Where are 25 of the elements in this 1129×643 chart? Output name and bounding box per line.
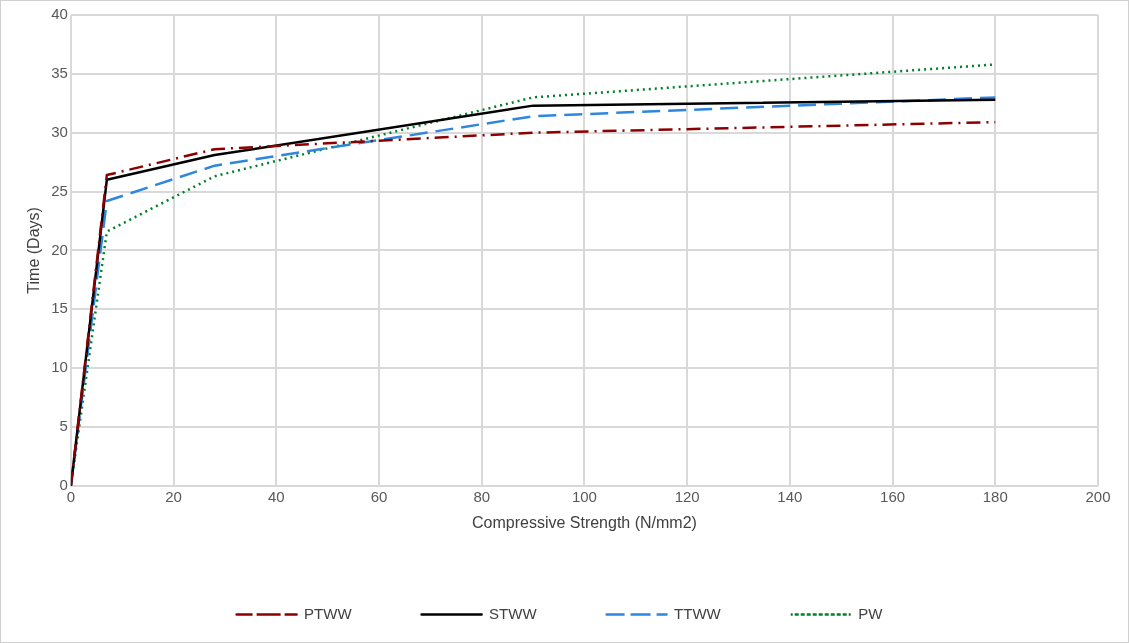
y-tick-label: 20	[51, 240, 68, 258]
x-tick-label: 200	[1085, 487, 1111, 505]
x-tick-label: 100	[571, 487, 597, 505]
y-axis-title: Time (Days)	[25, 207, 43, 294]
x-tick-label: 60	[370, 487, 388, 505]
y-tick-label: 10	[51, 358, 68, 376]
x-tick-label: 120	[674, 487, 700, 505]
legend-label: STWW	[489, 604, 538, 622]
legend-label: TTWW	[674, 604, 722, 622]
x-tick-label: 40	[267, 487, 285, 505]
legend-label: PTWW	[304, 604, 353, 622]
x-tick-label: 80	[473, 487, 491, 505]
x-tick-label: 20	[165, 487, 182, 505]
y-tick-label: 30	[51, 122, 68, 140]
y-tick-label: 25	[51, 181, 68, 199]
y-tick-label: 40	[51, 5, 68, 23]
x-axis-title: Compressive Strength (N/mm2)	[471, 513, 697, 531]
y-tick-label: 15	[51, 299, 68, 317]
legend-label: PW	[858, 604, 884, 622]
y-tick-label: 0	[59, 475, 68, 493]
x-tick-label: 160	[880, 487, 906, 505]
y-tick-label: 35	[51, 63, 68, 81]
y-tick-label: 5	[59, 417, 68, 435]
x-tick-label: 180	[982, 487, 1008, 505]
x-tick-label: 140	[777, 487, 803, 505]
